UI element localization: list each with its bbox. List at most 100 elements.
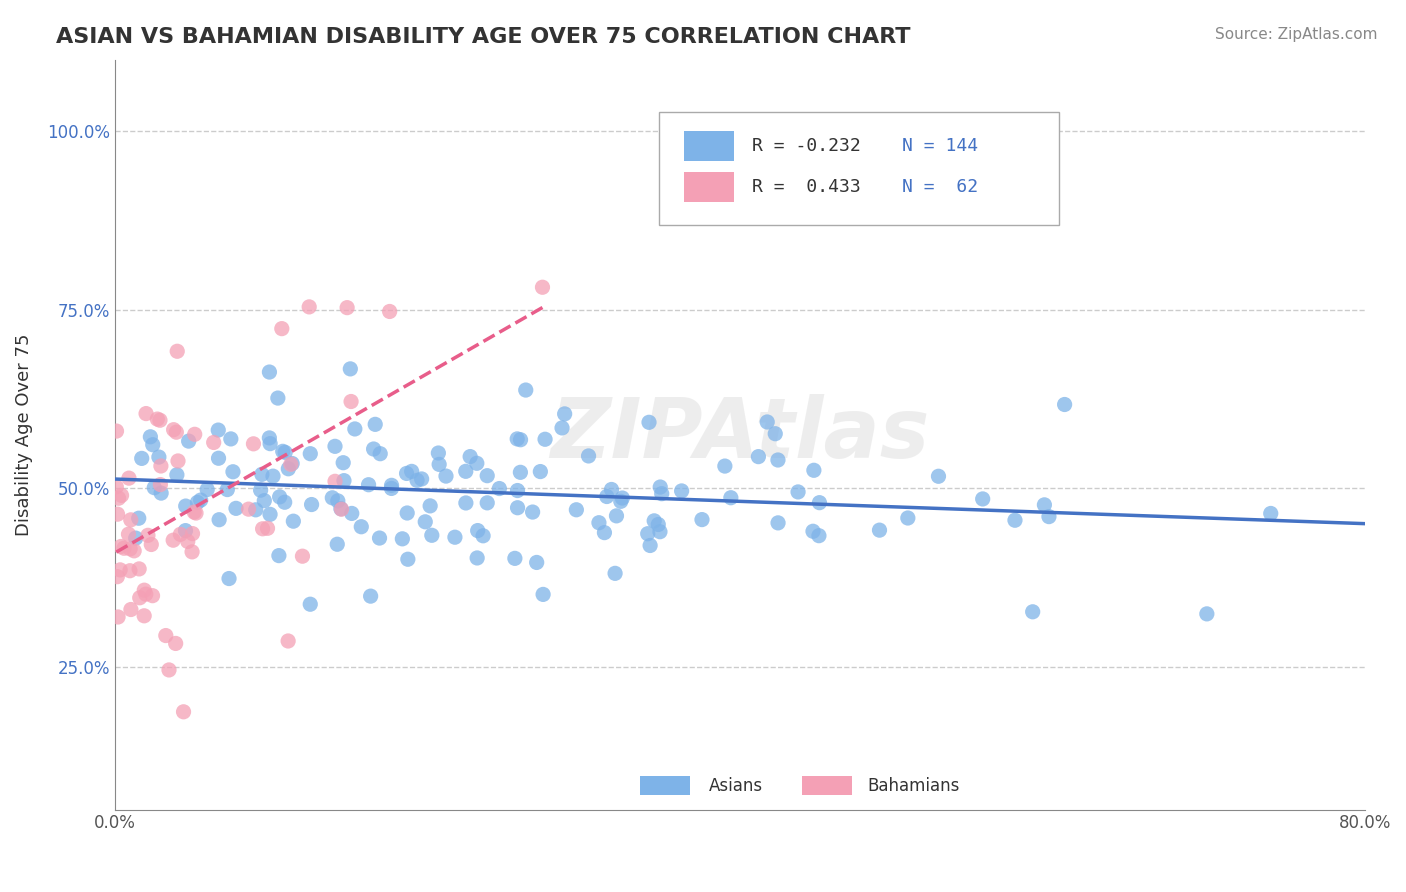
Asians: [131, 451, 153, 466]
Asians: [323, 439, 346, 453]
Asians: [714, 459, 737, 474]
Asians: [526, 556, 548, 570]
Asians: [250, 467, 273, 482]
Asians: [406, 474, 429, 488]
Asians: [150, 486, 173, 500]
Bahamians: [238, 502, 260, 516]
Asians: [454, 496, 477, 510]
Asians: [368, 447, 391, 461]
Asians: [301, 498, 323, 512]
Asians: [326, 537, 349, 551]
Bahamians: [105, 570, 128, 584]
Asians: [612, 491, 634, 505]
Asians: [506, 432, 529, 446]
Asians: [283, 514, 305, 528]
Asians: [259, 431, 281, 445]
Asians: [596, 490, 619, 504]
Asians: [396, 552, 419, 566]
Asians: [357, 477, 380, 491]
Asians: [411, 472, 433, 486]
Asians: [368, 531, 391, 545]
Bahamians: [181, 545, 204, 559]
Asians: [467, 524, 489, 538]
Asians: [267, 549, 290, 563]
Asians: [651, 486, 673, 500]
Bahamians: [291, 549, 314, 564]
Y-axis label: Disability Age Over 75: Disability Age Over 75: [15, 334, 32, 536]
Asians: [364, 417, 387, 432]
Asians: [801, 524, 824, 539]
FancyBboxPatch shape: [640, 776, 690, 795]
Asians: [690, 513, 713, 527]
Asians: [610, 494, 633, 508]
Asians: [218, 572, 240, 586]
Asians: [515, 383, 537, 397]
Asians: [1053, 397, 1076, 411]
FancyBboxPatch shape: [683, 172, 734, 202]
Bahamians: [105, 424, 128, 438]
Asians: [465, 456, 488, 470]
Bahamians: [183, 505, 205, 519]
Bahamians: [330, 502, 353, 516]
Asians: [142, 438, 165, 452]
Asians: [277, 462, 299, 476]
Text: ASIAN VS BAHAMIAN DISABILITY AGE OVER 75 CORRELATION CHART: ASIAN VS BAHAMIAN DISABILITY AGE OVER 75…: [56, 27, 911, 46]
Asians: [380, 478, 402, 492]
Asians: [869, 523, 891, 537]
Bahamians: [108, 563, 131, 577]
Bahamians: [162, 423, 184, 437]
Asians: [139, 430, 162, 444]
Asians: [477, 496, 499, 510]
Asians: [458, 450, 481, 464]
Bahamians: [128, 591, 150, 605]
Asians: [972, 491, 994, 506]
Bahamians: [128, 562, 150, 576]
Asians: [299, 447, 322, 461]
Asians: [326, 494, 349, 508]
Asians: [269, 490, 291, 504]
Bahamians: [107, 507, 129, 521]
Bahamians: [107, 491, 129, 506]
Asians: [506, 500, 529, 515]
Asians: [273, 495, 295, 509]
Asians: [650, 480, 672, 494]
Asians: [360, 589, 382, 603]
Asians: [588, 516, 610, 530]
Asians: [565, 502, 588, 516]
Asians: [148, 450, 170, 464]
Asians: [186, 495, 208, 509]
Text: N = 144: N = 144: [903, 136, 979, 155]
Asians: [927, 469, 949, 483]
Asians: [190, 493, 212, 508]
Asians: [638, 539, 661, 553]
Bahamians: [323, 475, 346, 489]
Asians: [638, 415, 661, 429]
Asians: [271, 444, 294, 458]
Asians: [522, 505, 544, 519]
Asians: [472, 529, 495, 543]
Bahamians: [280, 458, 302, 472]
Asians: [1260, 507, 1282, 521]
Asians: [174, 524, 197, 538]
Asians: [267, 391, 290, 405]
Asians: [143, 481, 166, 495]
Bahamians: [105, 480, 128, 494]
Bahamians: [173, 705, 195, 719]
Bahamians: [183, 427, 205, 442]
Asians: [208, 513, 231, 527]
Asians: [648, 524, 671, 539]
Asians: [766, 453, 789, 467]
Asians: [551, 421, 574, 435]
Asians: [808, 496, 831, 510]
Asians: [380, 482, 402, 496]
Asians: [531, 587, 554, 601]
Text: Bahamians: Bahamians: [868, 777, 960, 795]
Bahamians: [107, 610, 129, 624]
Asians: [600, 483, 623, 497]
Bahamians: [146, 412, 169, 426]
Asians: [529, 465, 551, 479]
Bahamians: [141, 537, 163, 551]
Asians: [207, 423, 229, 437]
Asians: [401, 464, 423, 478]
Asians: [1038, 509, 1060, 524]
